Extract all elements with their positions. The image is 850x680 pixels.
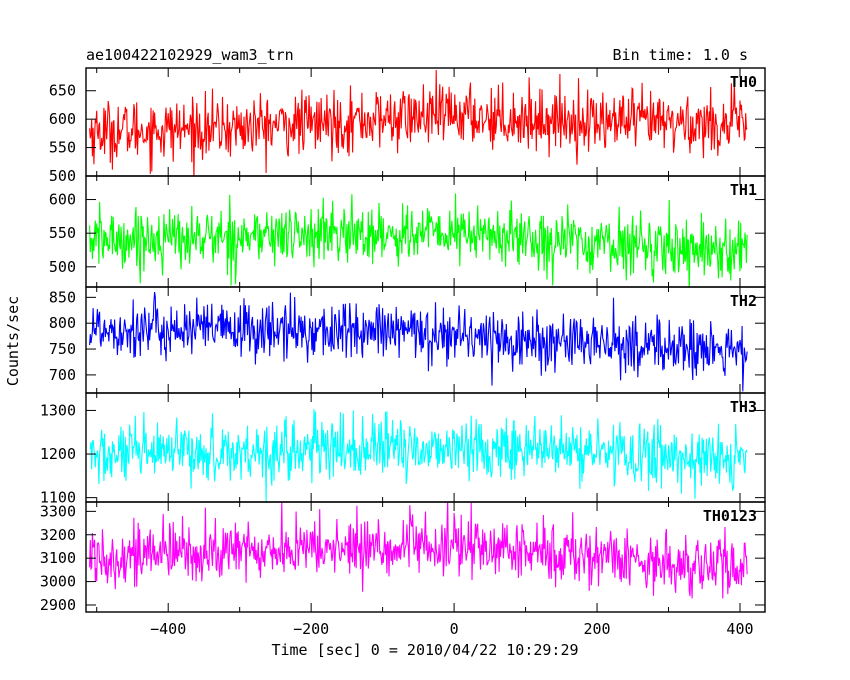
y-tick-label: 1100 [40, 489, 76, 507]
y-tick-label: 700 [49, 366, 76, 384]
panel-th2: 700 750 800 850 TH2 [49, 286, 766, 394]
y-tick-label: 1200 [40, 445, 76, 463]
y-tick-label: 3200 [40, 526, 76, 544]
series-th1 [89, 193, 748, 287]
y-tick-label: 500 [49, 167, 76, 185]
panel-th1: 500 550 600 TH1 [49, 175, 766, 288]
x-tick-label: −400 [150, 620, 186, 638]
y-tick-label: 2900 [40, 596, 76, 614]
y-tick-label: 650 [49, 82, 76, 100]
y-tick-label: 1300 [40, 401, 76, 419]
x-tick-label: 200 [583, 620, 610, 638]
y-axis-label: Counts/sec [4, 296, 22, 386]
panel-label: TH0123 [703, 507, 757, 525]
y-tick-label: 3000 [40, 573, 76, 591]
panel-label: TH3 [730, 398, 757, 416]
chart-title-left: ae100422102929_wam3_trn [86, 46, 294, 64]
chart-title-right: Bin time: 1.0 s [613, 46, 748, 64]
y-tick-label: 550 [49, 139, 76, 157]
series-th3 [89, 409, 748, 502]
y-tick-label: 600 [49, 110, 76, 128]
y-tick-label: 600 [49, 191, 76, 209]
y-tick-label: 550 [49, 224, 76, 242]
panel-label: TH0 [730, 73, 757, 91]
panel-th3: 1100 1200 1300 TH3 [40, 392, 766, 507]
panel-label: TH1 [730, 181, 757, 199]
panel-th0: 500 550 600 650 TH0 [49, 67, 766, 185]
y-tick-label: 500 [49, 258, 76, 276]
x-tick-label: −200 [293, 620, 329, 638]
y-tick-label: 800 [49, 314, 76, 332]
x-axis-label: Time [sec] 0 = 2010/04/22 10:29:29 [271, 641, 578, 659]
panel-frame [85, 501, 766, 613]
series-th0 [89, 69, 748, 176]
series-th2 [89, 292, 748, 392]
x-tick-label: 0 [450, 620, 459, 638]
y-tick-label: 850 [49, 288, 76, 306]
y-tick-label: 750 [49, 340, 76, 358]
panels-group: 500 550 600 650 TH0 500 550 600 TH1 700 750 800 850 T… [40, 67, 766, 638]
panel-th0123: 2900 3000 3100 3200 3300 TH0123 [40, 501, 766, 614]
y-tick-label: 3100 [40, 549, 76, 567]
x-tick-label: 400 [726, 620, 753, 638]
panel-label: TH2 [730, 292, 757, 310]
y-tick-label: 3300 [40, 502, 76, 520]
series-th0123 [89, 502, 748, 599]
